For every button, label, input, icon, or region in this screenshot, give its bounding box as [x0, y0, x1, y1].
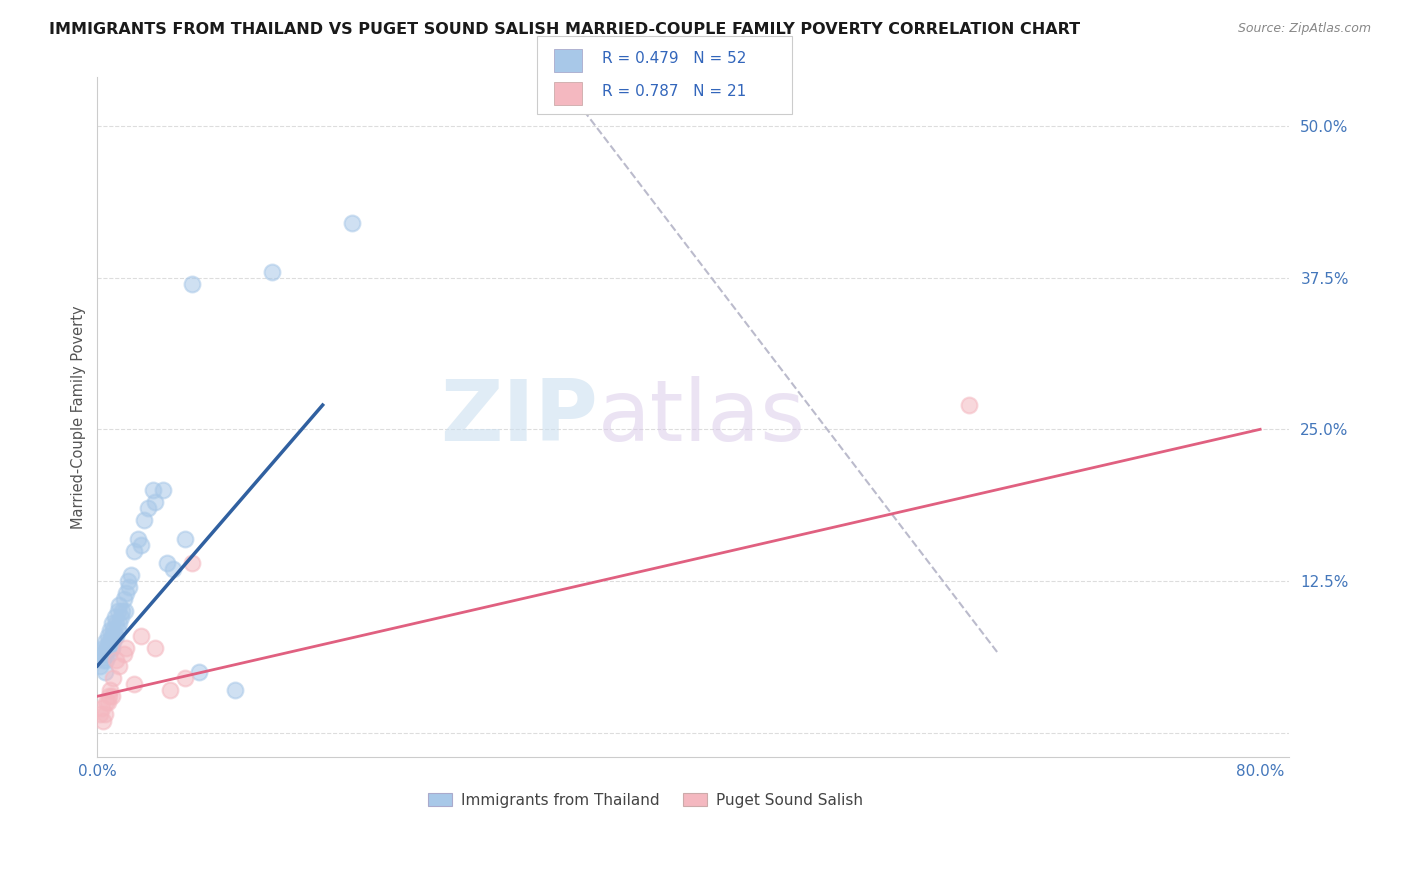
Point	[100, 634, 122, 648]
Point	[122, 677, 145, 691]
Point	[90, 647, 112, 661]
Point	[100, 623, 122, 637]
Point	[93, 634, 115, 648]
Text: IMMIGRANTS FROM THAILAND VS PUGET SOUND SALISH MARRIED-COUPLE FAMILY POVERTY COR: IMMIGRANTS FROM THAILAND VS PUGET SOUND …	[49, 22, 1080, 37]
Point	[180, 277, 202, 291]
Point	[94, 640, 117, 655]
Point	[108, 616, 131, 631]
Point	[118, 580, 141, 594]
Point	[91, 714, 114, 728]
Text: Source: ZipAtlas.com: Source: ZipAtlas.com	[1237, 22, 1371, 36]
Point	[105, 616, 128, 631]
Y-axis label: Married-Couple Family Poverty: Married-Couple Family Poverty	[72, 305, 86, 529]
Point	[112, 592, 135, 607]
Point	[96, 629, 118, 643]
Point	[120, 568, 142, 582]
Point	[159, 683, 181, 698]
Point	[101, 629, 124, 643]
Point	[115, 586, 138, 600]
Point	[96, 695, 118, 709]
Point	[156, 556, 179, 570]
Point	[112, 647, 135, 661]
Text: ZIP: ZIP	[440, 376, 598, 458]
Point	[98, 647, 121, 661]
Point	[104, 629, 127, 643]
Point	[94, 695, 117, 709]
Point	[145, 640, 167, 655]
Point	[101, 690, 124, 704]
Point	[89, 659, 111, 673]
Point	[110, 610, 132, 624]
Point	[107, 604, 129, 618]
Point	[93, 665, 115, 679]
Point	[114, 604, 136, 618]
Point	[173, 532, 195, 546]
Text: R = 0.787   N = 21: R = 0.787 N = 21	[602, 84, 747, 99]
Point	[107, 623, 129, 637]
Point	[145, 495, 167, 509]
Point	[105, 629, 128, 643]
Point	[142, 483, 165, 497]
Legend: Immigrants from Thailand, Puget Sound Salish: Immigrants from Thailand, Puget Sound Sa…	[422, 787, 869, 814]
Point	[260, 264, 283, 278]
Point	[122, 543, 145, 558]
Point	[162, 562, 184, 576]
Point	[101, 616, 124, 631]
Point	[959, 398, 981, 412]
Point	[103, 671, 125, 685]
Point	[103, 623, 125, 637]
Point	[180, 556, 202, 570]
Point	[98, 690, 121, 704]
Point	[127, 532, 149, 546]
Point	[129, 538, 152, 552]
Text: R = 0.479   N = 52: R = 0.479 N = 52	[602, 52, 747, 66]
Point	[136, 501, 159, 516]
Point	[89, 707, 111, 722]
Point	[108, 659, 131, 673]
Point	[98, 634, 121, 648]
Point	[115, 640, 138, 655]
Point	[94, 653, 117, 667]
Point	[90, 701, 112, 715]
Point	[101, 640, 124, 655]
Point	[152, 483, 174, 497]
Point	[129, 629, 152, 643]
Text: atlas: atlas	[598, 376, 806, 458]
Point	[188, 665, 211, 679]
Point	[111, 604, 134, 618]
Point	[103, 634, 125, 648]
Point	[91, 640, 114, 655]
Point	[100, 683, 122, 698]
Point	[173, 671, 195, 685]
Point	[132, 513, 155, 527]
Point	[104, 610, 127, 624]
Point	[117, 574, 139, 588]
Point	[96, 640, 118, 655]
Point	[93, 647, 115, 661]
Point	[105, 653, 128, 667]
Point	[91, 653, 114, 667]
Point	[108, 599, 131, 613]
Point	[340, 216, 363, 230]
Point	[224, 683, 246, 698]
Point	[93, 707, 115, 722]
